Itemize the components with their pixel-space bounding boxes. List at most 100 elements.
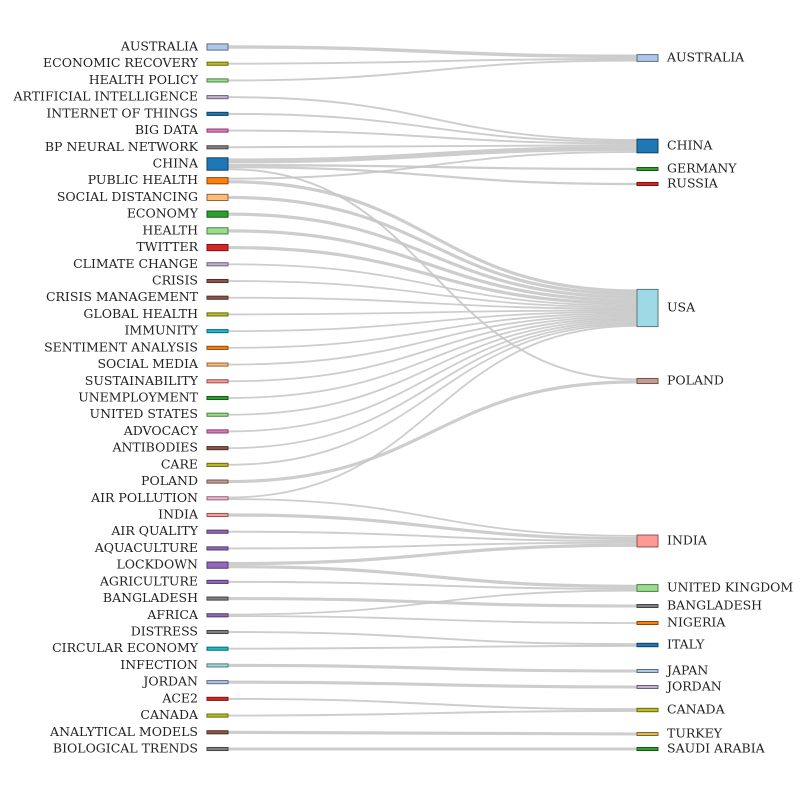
link-lockdown-to-india (227, 543, 638, 566)
source-label-poland: POLAND (141, 473, 198, 488)
source-node-circular-economy (206, 646, 229, 651)
target-node-russia (636, 182, 659, 186)
source-label-infection: INFECTION (120, 657, 198, 672)
link-twitter-to-usa (227, 245, 638, 305)
links-layer (227, 45, 638, 751)
link-health-policy-to-australia (227, 59, 638, 82)
link-agriculture-to-united-kingdom (227, 580, 638, 590)
source-node-antibodies (206, 446, 229, 451)
source-label-immunity: IMMUNITY (124, 323, 198, 338)
source-node-health (206, 227, 229, 235)
target-node-usa (636, 288, 659, 328)
link-economic-recovery-to-australia (227, 57, 638, 65)
source-label-health: HEALTH (142, 222, 198, 237)
source-node-bangladesh (206, 596, 229, 601)
link-sentiment-analysis-to-usa (227, 312, 638, 349)
target-label-poland: POLAND (667, 373, 724, 388)
source-node-economic-recovery (206, 61, 229, 66)
source-node-jordan (206, 680, 229, 685)
source-node-unemployment (206, 395, 229, 401)
link-climate-change-to-usa (227, 263, 638, 307)
source-node-air-quality (206, 529, 229, 534)
source-node-united-states (206, 412, 229, 417)
target-label-canada: CANADA (667, 702, 726, 717)
link-big-data-to-china (227, 129, 638, 145)
target-node-india (636, 534, 659, 548)
link-ace2-to-canada (227, 697, 638, 711)
link-australia-to-australia (227, 45, 638, 59)
source-label-circular-economy: CIRCULAR ECONOMY (52, 640, 199, 655)
link-economy-to-usa (227, 212, 638, 299)
target-label-united-kingdom: UNITED KINGDOM (667, 580, 793, 595)
source-label-internet-of-things: INTERNET OF THINGS (46, 105, 198, 120)
target-label-australia: AUSTRALIA (666, 50, 745, 65)
source-node-climate-change (206, 262, 229, 267)
source-node-lockdown (206, 561, 229, 569)
target-label-italy: ITALY (667, 637, 705, 652)
source-label-crisis-management: CRISIS MANAGEMENT (46, 289, 199, 304)
source-label-crisis: CRISIS (152, 273, 198, 288)
source-node-analytical-models (206, 730, 229, 735)
target-node-canada (636, 707, 659, 713)
source-label-economic-recovery: ECONOMIC RECOVERY (43, 55, 199, 70)
link-united-states-to-usa (227, 318, 638, 416)
link-distress-to-italy (227, 631, 638, 646)
source-node-public-health (206, 177, 229, 185)
link-bangladesh-to-bangladesh (227, 597, 638, 608)
link-social-media-to-usa (227, 314, 638, 366)
source-node-twitter (206, 243, 229, 252)
source-node-immunity (206, 329, 229, 334)
source-label-public-health: PUBLIC HEALTH (88, 172, 198, 187)
source-label-biological-trends: BIOLOGICAL TRENDS (53, 741, 198, 756)
source-node-crisis (206, 278, 229, 284)
source-label-africa: AFRICA (146, 607, 199, 622)
target-label-russia: RUSSIA (667, 176, 719, 191)
target-node-turkey (636, 732, 659, 736)
target-node-jordan (636, 685, 659, 689)
source-label-sentiment-analysis: SENTIMENT ANALYSIS (44, 339, 198, 354)
source-label-antibodies: ANTIBODIES (111, 440, 198, 455)
source-label-twitter: TWITTER (136, 239, 198, 254)
link-india-to-india (227, 513, 638, 541)
source-node-internet-of-things (206, 111, 229, 116)
source-node-sustainability (206, 379, 229, 384)
target-label-jordan: JORDAN (665, 679, 722, 694)
link-china-to-germany (227, 163, 638, 171)
source-node-crisis-management (206, 295, 229, 300)
source-node-social-distancing (206, 193, 229, 202)
source-label-health-policy: HEALTH POLICY (89, 72, 199, 87)
link-global-health-to-usa (227, 309, 638, 316)
source-node-health-policy (206, 78, 229, 83)
target-node-germany (636, 167, 659, 171)
source-label-india: INDIA (158, 507, 199, 522)
link-public-health-to-usa (227, 180, 638, 293)
source-label-economy: ECONOMY (127, 206, 199, 221)
source-node-sentiment-analysis (206, 345, 229, 350)
target-label-turkey: TURKEY (667, 726, 723, 741)
link-sustainability-to-usa (227, 315, 638, 383)
source-label-ace2: ACE2 (161, 690, 198, 705)
source-label-agriculture: AGRICULTURE (99, 573, 198, 588)
source-label-distress: DISTRESS (131, 624, 198, 639)
target-node-australia (636, 54, 659, 62)
source-label-china: CHINA (153, 156, 199, 171)
source-node-canada (206, 713, 229, 718)
source-label-jordan: JORDAN (141, 674, 198, 689)
source-node-india (206, 512, 229, 518)
link-circular-economy-to-italy (227, 644, 638, 650)
source-label-artificial-intelligence: ARTIFICIAL INTELLIGENCE (12, 89, 198, 104)
source-label-analytical-models: ANALYTICAL MODELS (49, 724, 198, 739)
target-node-bangladesh (636, 604, 659, 608)
source-node-care (206, 462, 229, 467)
link-health-to-usa (227, 229, 638, 302)
source-node-aquaculture (206, 546, 229, 551)
source-node-social-media (206, 362, 229, 367)
link-lockdown-to-united-kingdom (227, 565, 638, 588)
link-crisis-management-to-usa (227, 296, 638, 310)
link-africa-to-nigeria (227, 615, 638, 624)
link-aquaculture-to-india (227, 541, 638, 550)
source-label-bangladesh: BANGLADESH (103, 590, 198, 605)
link-china-to-russia (227, 165, 638, 186)
source-node-ace2 (206, 696, 229, 701)
